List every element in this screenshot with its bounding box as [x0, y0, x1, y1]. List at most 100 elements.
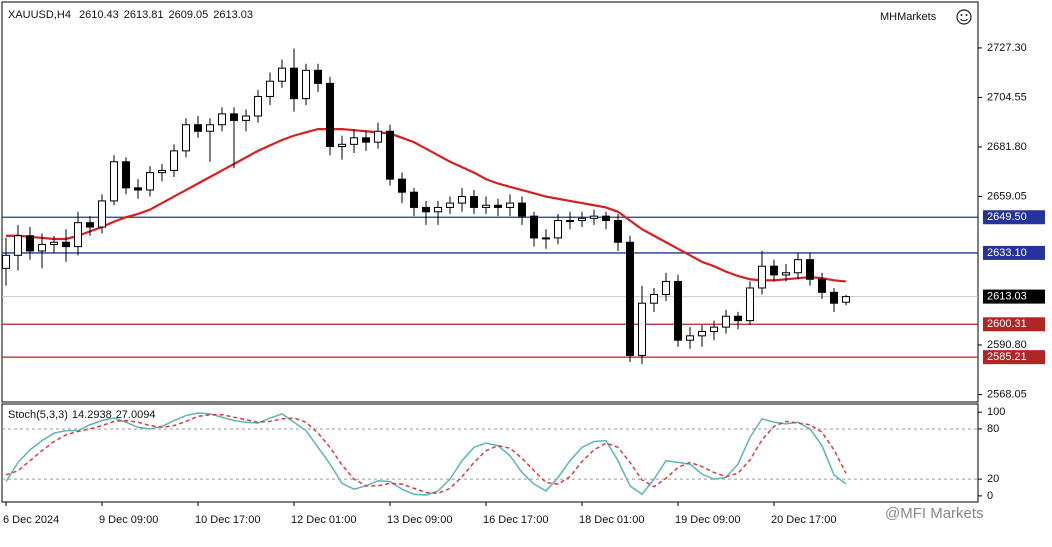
y-tick-label: 2568.05 [987, 388, 1027, 400]
level-label: 2633.10 [987, 247, 1027, 259]
close-value: 2613.03 [213, 9, 253, 21]
candle-body [578, 217, 586, 221]
level-label: 2649.50 [987, 211, 1027, 223]
candle-body [662, 280, 670, 295]
candle-body [38, 243, 46, 252]
candle-body [518, 202, 526, 217]
candle-body [746, 287, 754, 322]
candle-body [830, 291, 838, 304]
last-price-box [983, 289, 1045, 304]
candle-body [374, 130, 382, 143]
brand: MHMarkets [880, 11, 937, 23]
candle-body [602, 215, 610, 221]
x-tick-label: 10 Dec 17:00 [195, 514, 260, 526]
candle-body [158, 169, 166, 174]
candle-body [26, 235, 34, 252]
y-tick-label: 20 [987, 473, 999, 485]
y-tick-label: 100 [987, 406, 1005, 418]
high-value: 2613.81 [124, 9, 164, 21]
x-tick-label: 19 Dec 09:00 [675, 514, 740, 526]
stoch-header: Stoch(5,3,3) 14.2938 27.0094 [8, 409, 155, 421]
level-label-box [983, 317, 1045, 332]
x-tick-label: 12 Dec 01:00 [291, 514, 356, 526]
candle-body [614, 219, 622, 243]
main-panel [1, 1, 979, 403]
open-value: 2610.43 [79, 9, 119, 21]
stoch-title: Stoch(5,3,3) [8, 409, 68, 421]
candle-body [230, 113, 238, 121]
candle-body [626, 241, 634, 356]
x-tick-label: 9 Dec 09:00 [99, 514, 158, 526]
candle-body [818, 278, 826, 293]
candle-body [278, 67, 286, 82]
y-tick-label: 80 [987, 423, 999, 435]
candle-body [398, 178, 406, 193]
candle-body [494, 204, 502, 208]
candle-body [806, 259, 814, 280]
candle-body [542, 237, 550, 240]
candle-body [170, 150, 178, 171]
level-label-box [983, 210, 1045, 225]
candle-body [50, 241, 58, 245]
stoch-line [5, 412, 847, 496]
y-tick-label: 2659.05 [987, 190, 1027, 202]
candle-body [110, 161, 118, 202]
candle-body [302, 69, 310, 100]
candle-body [146, 172, 154, 191]
candle-body [62, 241, 70, 248]
candle-body [338, 143, 346, 148]
x-tick-label: 13 Dec 09:00 [387, 514, 452, 526]
x-tick-label: 20 Dec 17:00 [771, 514, 836, 526]
x-tick-label: 6 Dec 2024 [3, 514, 59, 526]
candle-body [566, 219, 574, 222]
candle-body [314, 69, 322, 84]
y-tick-label: 2681.80 [987, 141, 1027, 153]
candle-body [842, 296, 850, 303]
symbol: XAUUSD,H4 [8, 9, 71, 21]
candle-body [458, 196, 466, 204]
symbol-header: XAUUSD,H4 2610.43 2613.81 2609.05 2613.03 [8, 9, 253, 21]
candle-body [182, 124, 190, 152]
candle-body [674, 280, 682, 341]
candle-body [734, 315, 742, 322]
candle-body [698, 330, 706, 337]
candle-body [530, 215, 538, 239]
x-tick-label: 16 Dec 17:00 [483, 514, 548, 526]
candle-body [242, 115, 250, 121]
y-tick-label: 2704.55 [987, 91, 1027, 103]
candle-body [194, 124, 202, 132]
candle-body [134, 187, 142, 191]
candle-body [254, 95, 262, 117]
candle-body [290, 67, 298, 100]
watermark: @MFI Markets [885, 505, 984, 522]
candle-body [590, 215, 598, 219]
candle-body [266, 80, 274, 97]
moving-average [6, 127, 847, 283]
candle-body [638, 302, 646, 356]
smiley-icon [956, 9, 972, 25]
level-label-box [983, 350, 1045, 365]
candle-body [686, 335, 694, 341]
level-label: 2600.31 [987, 318, 1027, 330]
candle-body [422, 206, 430, 213]
candle-body [506, 202, 514, 208]
stoch-line [5, 413, 847, 495]
candle-body [758, 265, 766, 289]
candle-body [446, 202, 454, 208]
candle-body [470, 196, 478, 208]
candle-body [326, 82, 334, 148]
candle-body [2, 254, 10, 269]
y-tick-label: 0 [987, 490, 993, 502]
level-label-box [983, 245, 1045, 260]
x-tick-label: 18 Dec 01:00 [579, 514, 644, 526]
candle-body [218, 113, 226, 126]
candle-body [362, 137, 370, 143]
candle-body [710, 326, 718, 332]
candle-body [14, 235, 22, 256]
candle-body [386, 130, 394, 180]
stoch-main-value: 14.2938 [72, 409, 112, 421]
y-tick-label: 2727.30 [987, 42, 1027, 54]
candle-body [482, 204, 490, 208]
candle-body [434, 206, 442, 213]
